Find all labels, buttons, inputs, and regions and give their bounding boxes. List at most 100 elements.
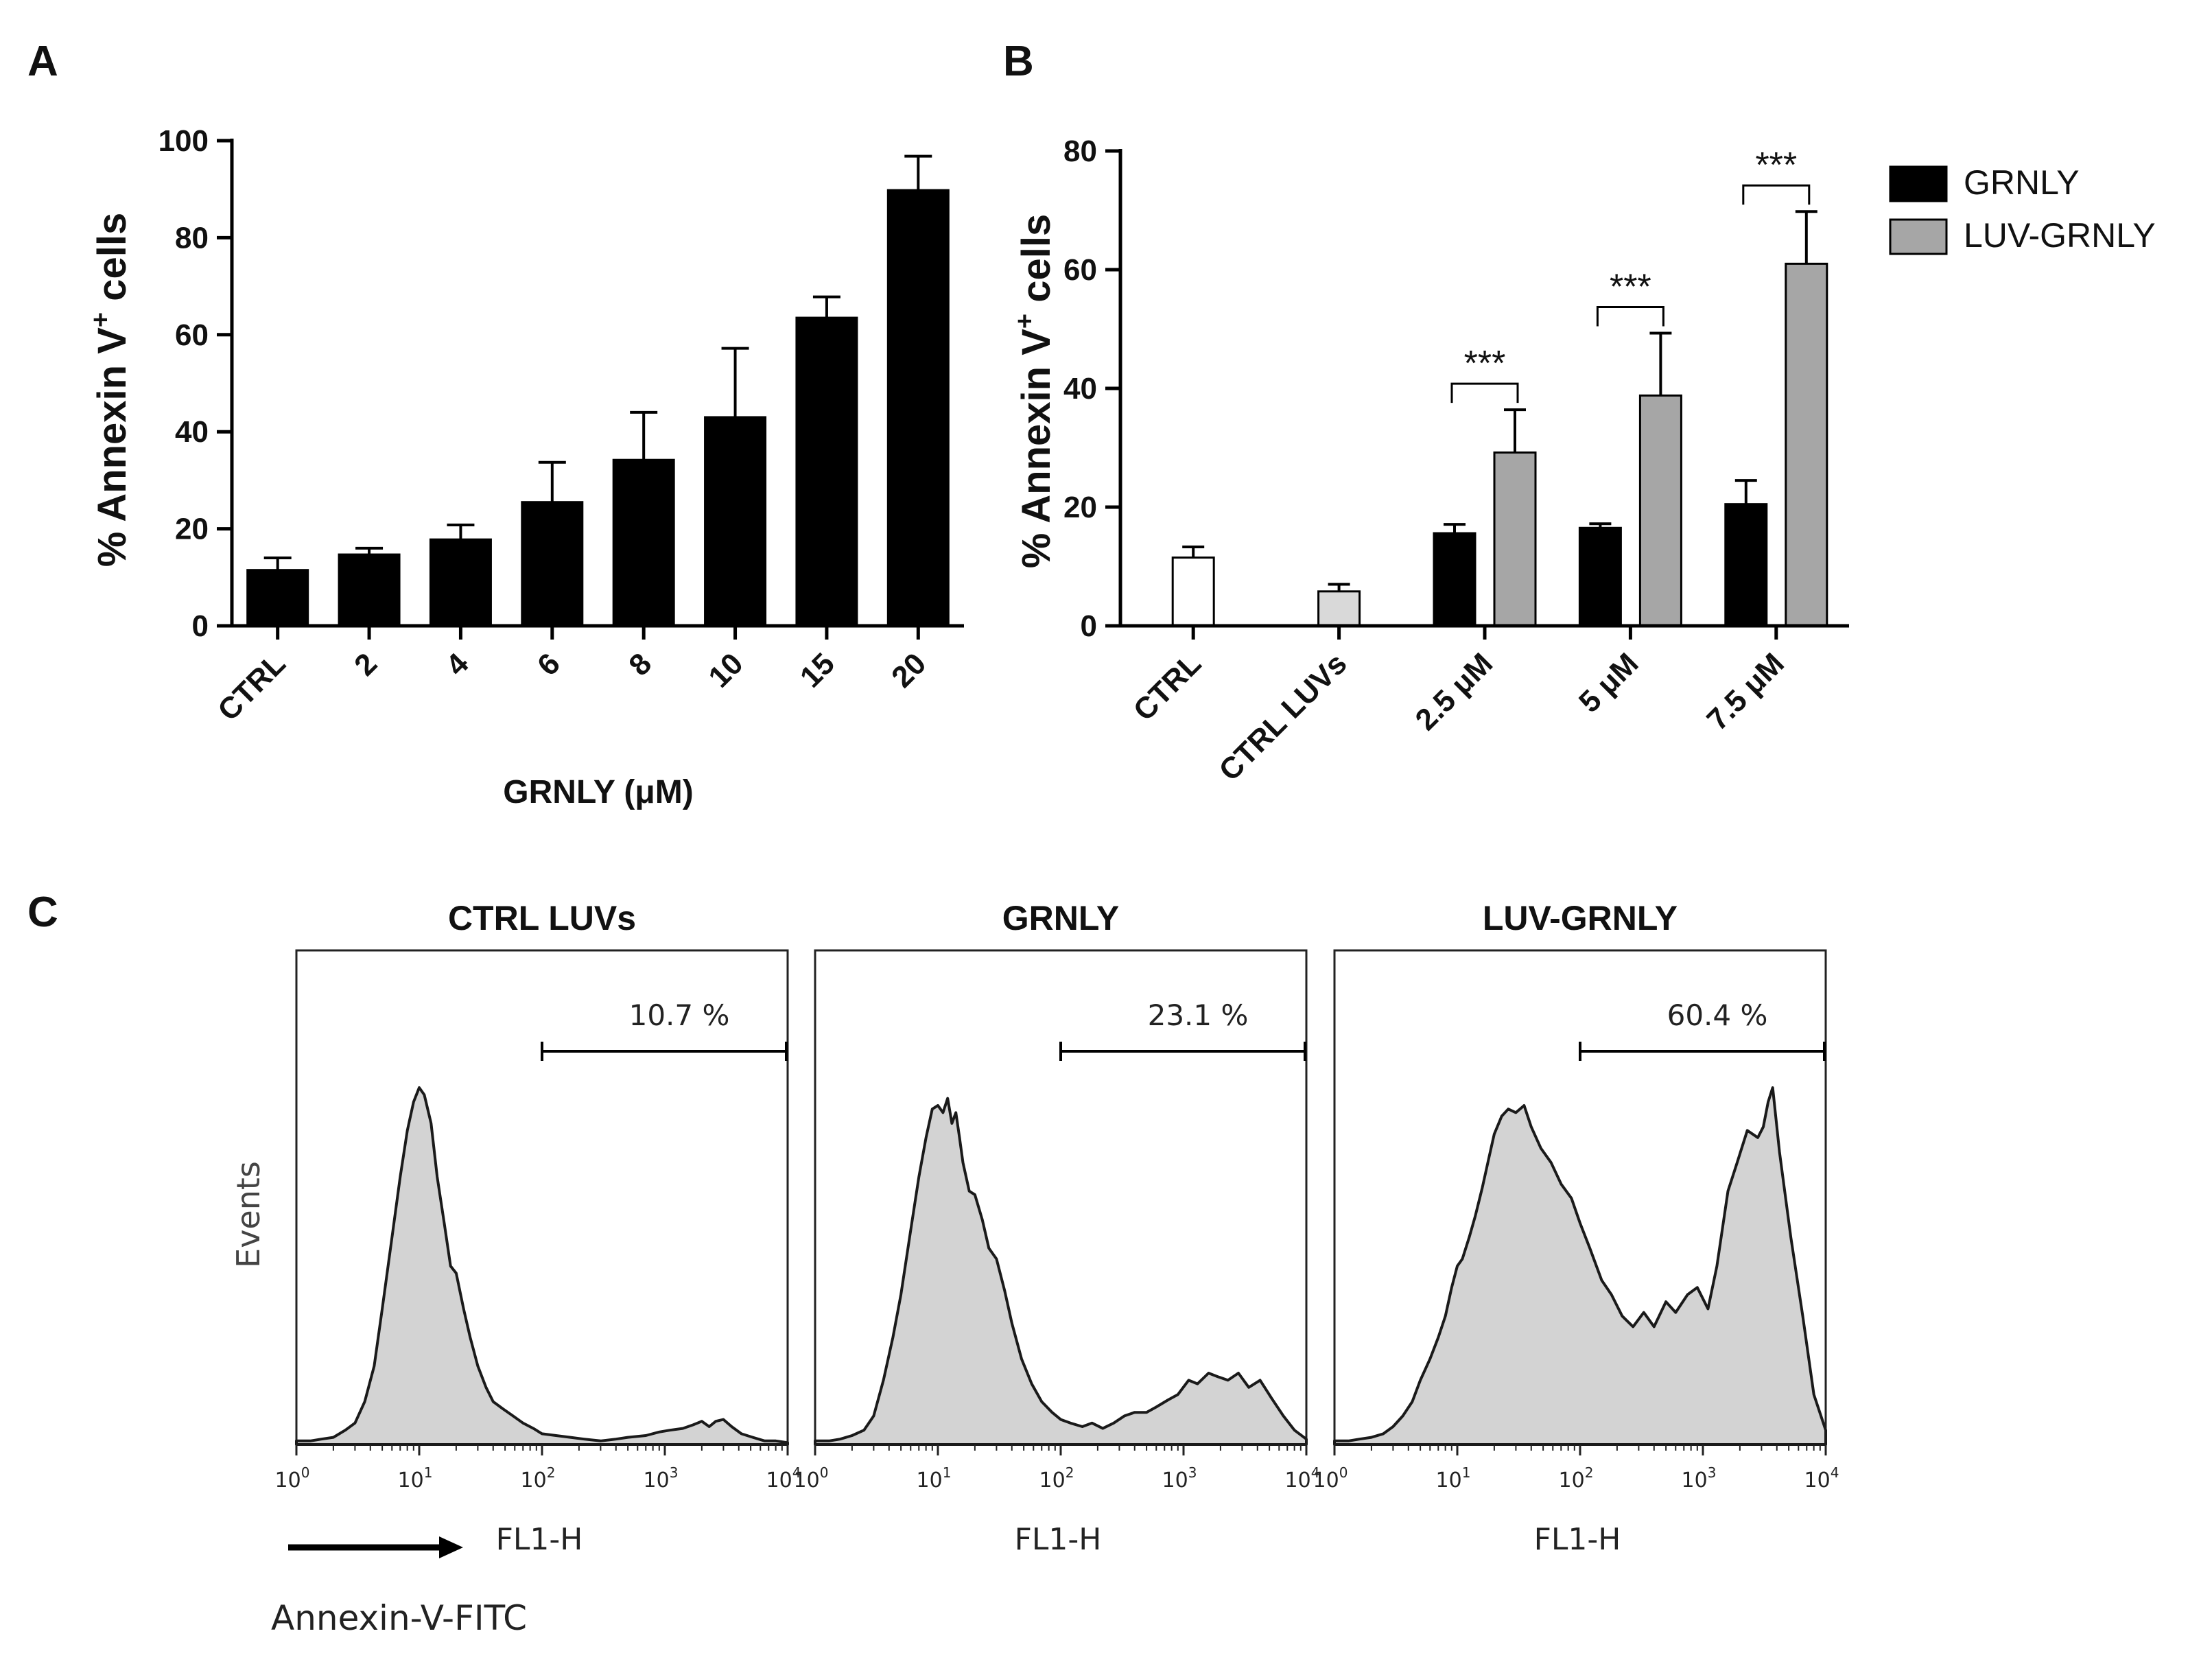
x-tick-label: CTRL [1127, 646, 1208, 727]
panel-a: A 0 20 40 60 80 100 CTRL 2 4 6 8 10 15 20 % Annexin … [27, 38, 964, 810]
x-tick-label: CTRL [211, 646, 292, 727]
annexin-arrow-label: Annexin-V-FITC [271, 1598, 527, 1638]
significance-bracket [1450, 382, 1519, 403]
panel-a-x-ticks: CTRL 2 4 6 8 10 15 20 [211, 626, 932, 727]
x-tick-base: 10 [917, 1468, 943, 1493]
y-tick-label: 100 [158, 124, 209, 158]
annexin-arrow [288, 1536, 463, 1558]
significance-stars: *** [1610, 268, 1651, 307]
bar [1317, 590, 1361, 627]
significance-bracket [1742, 184, 1811, 205]
panel-b-y-ticks: 0 20 40 60 80 [1063, 134, 1120, 643]
bar [521, 501, 584, 627]
x-tick-label: 2 [348, 646, 384, 682]
x-tick-base: 10 [794, 1468, 820, 1493]
x-tick-label: 104 [766, 1464, 801, 1493]
x-tick-label: 20 [885, 646, 932, 694]
x-tick-base: 10 [1559, 1468, 1585, 1493]
panel-b-x-ticks: CTRL CTRL LUVs 2.5 μM 5 μM 7.5 μM [1127, 626, 1791, 788]
histogram-area [1333, 1086, 1827, 1446]
x-tick-label: 102 [1039, 1464, 1074, 1493]
x-tick-label: 100 [794, 1464, 829, 1493]
bar [1493, 451, 1537, 627]
x-tick-exponent: 3 [1708, 1464, 1717, 1481]
x-tick-exponent: 0 [820, 1464, 829, 1481]
x-tick-label: 15 [794, 646, 841, 694]
x-tick-base: 10 [766, 1468, 792, 1493]
x-tick-exponent: 1 [943, 1464, 952, 1481]
y-tick-label: 40 [175, 415, 209, 449]
bar [1171, 557, 1215, 627]
x-tick-base: 10 [521, 1468, 547, 1493]
y-tick-label: 60 [1063, 253, 1097, 287]
panel-a-bars [246, 189, 950, 627]
y-tick-label: 80 [1063, 134, 1097, 168]
bar [795, 316, 858, 627]
histogram-x-label: FL1-H [1015, 1522, 1102, 1557]
x-tick-label: 102 [521, 1464, 556, 1493]
x-tick-label: 101 [1436, 1464, 1471, 1493]
panel-b-legend: GRNLY LUV-GRNLY [1889, 163, 2156, 255]
x-tick-base: 10 [398, 1468, 424, 1493]
panel-b-y-axis-label: % Annexin V+ cells [1011, 214, 1059, 568]
x-tick-exponent: 2 [1585, 1464, 1594, 1481]
x-tick-label: 7.5 μM [1700, 646, 1790, 736]
panel-b-y-label-sup: + [1011, 314, 1039, 329]
x-tick-label: 102 [1559, 1464, 1594, 1493]
x-tick-base: 10 [1682, 1468, 1708, 1493]
gate-percent: 60.4 % [1667, 998, 1768, 1032]
panel-a-error-bars [263, 154, 932, 570]
bar [1578, 526, 1622, 627]
legend-label-grnly: GRNLY [1964, 163, 2080, 202]
y-tick-label: 20 [175, 513, 209, 546]
x-tick-label: 6 [531, 646, 567, 682]
bar [886, 189, 950, 627]
y-tick-label: 0 [1081, 609, 1097, 643]
bar [1638, 394, 1682, 627]
x-tick-exponent: 3 [670, 1464, 679, 1481]
x-tick-label: 2.5 μM [1409, 646, 1499, 736]
x-tick-label: 103 [1162, 1464, 1197, 1493]
panel-a-y-label-main: % Annexin V [90, 327, 134, 567]
histogram-title: GRNLY [1002, 899, 1119, 937]
y-tick-label: 20 [1063, 491, 1097, 524]
histogram-x-label: FL1-H [1534, 1522, 1621, 1557]
x-tick-label: 100 [1313, 1464, 1348, 1493]
legend-label-luv-grnly: LUV-GRNLY [1964, 216, 2156, 255]
x-tick-exponent: 0 [1339, 1464, 1348, 1481]
x-tick-label: 103 [644, 1464, 679, 1493]
x-tick-label: 103 [1682, 1464, 1717, 1493]
x-tick-exponent: 3 [1188, 1464, 1197, 1481]
x-tick-base: 10 [275, 1468, 301, 1493]
y-tick-label: 0 [192, 609, 209, 643]
x-tick-label: CTRL LUVs [1212, 646, 1353, 787]
x-tick-base: 10 [1162, 1468, 1188, 1493]
bar [1724, 503, 1768, 627]
x-tick-exponent: 4 [1831, 1464, 1839, 1481]
y-tick-label: 80 [175, 221, 209, 255]
panel-label-b: B [1003, 38, 1034, 85]
panel-b-bars [1171, 262, 1828, 627]
x-tick-label: 8 [622, 646, 658, 682]
bar [246, 569, 309, 627]
panel-a-y-label-tail: cells [90, 213, 134, 312]
x-tick-exponent: 1 [1462, 1464, 1471, 1481]
y-tick-label: 40 [1063, 372, 1097, 406]
arrow-head-icon [439, 1536, 463, 1558]
x-tick-label: 104 [1804, 1464, 1839, 1493]
significance-stars: *** [1464, 344, 1506, 384]
histogram-area [814, 1097, 1308, 1446]
x-tick-base: 10 [1313, 1468, 1339, 1493]
gate-percent: 23.1 % [1148, 998, 1249, 1032]
y-tick-label: 60 [175, 318, 209, 352]
x-tick-label: 4 [440, 646, 475, 682]
histogram-area [295, 1086, 789, 1446]
x-tick-exponent: 2 [1066, 1464, 1074, 1481]
panel-b: B 0 20 40 60 80 *** *** *** CTRL CTRL LUVs 2.5 μ… [1003, 38, 2156, 788]
panel-c-y-axis-label: Events [230, 1161, 267, 1268]
